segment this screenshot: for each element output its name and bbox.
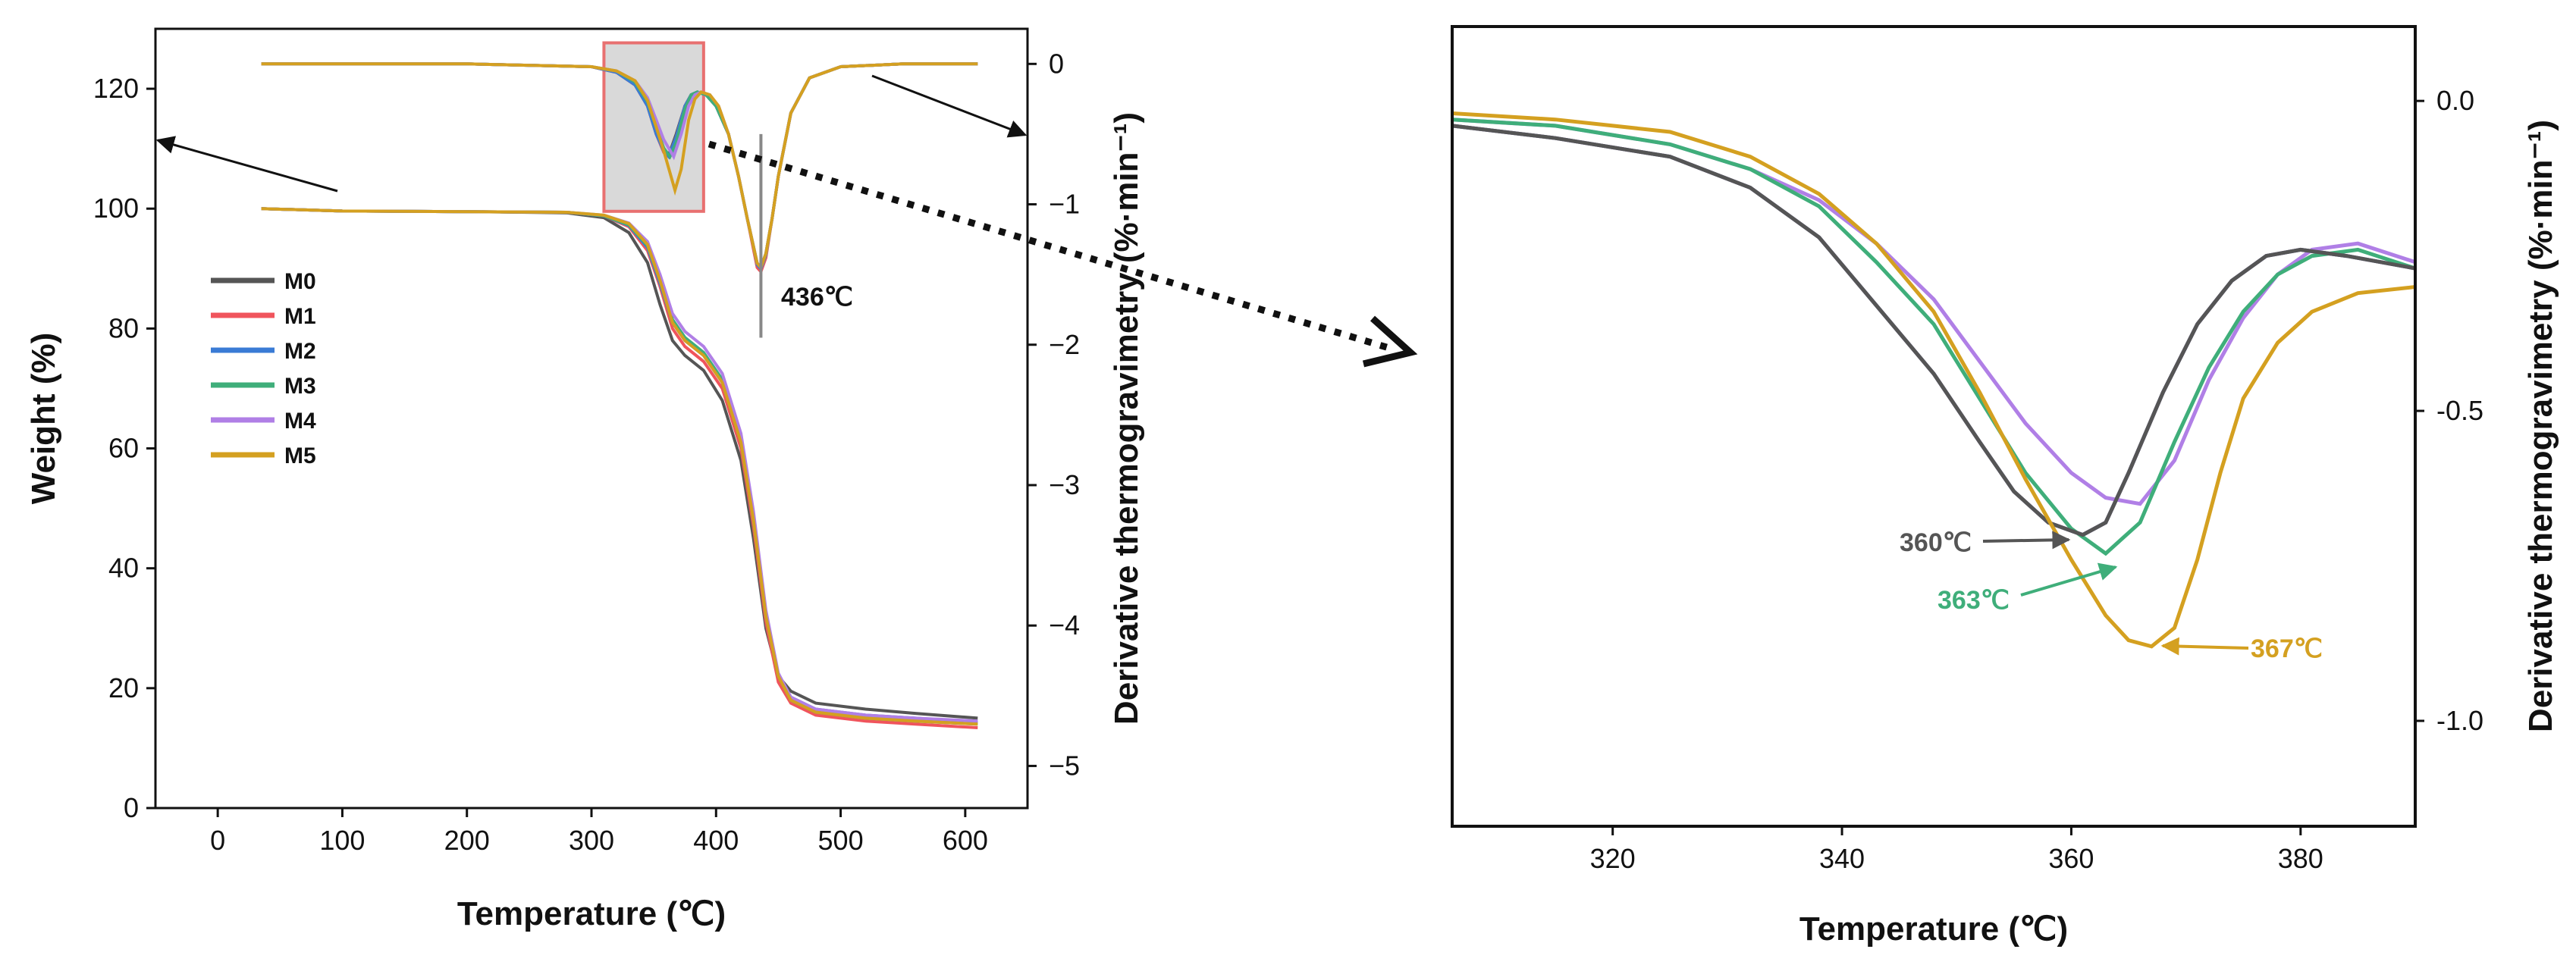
y2-axis-title: Derivative thermogravimetry (%·min⁻¹) — [1108, 112, 1145, 725]
y-tick-label: 60 — [108, 433, 139, 464]
x-tick-label: 300 — [569, 825, 614, 856]
tga-dtg-chart: 0 100 200 300 400 500 600 0 20 40 60 80 100 120 0 −1 −2 −… — [25, 27, 1145, 932]
tga-line-m0 — [261, 207, 978, 720]
x-axis-title: Temperature (℃) — [457, 895, 726, 932]
peak-360-label: 360℃ — [1900, 528, 1972, 557]
peak-363-arrow — [2020, 562, 2118, 597]
left-chart-ticks: 0 100 200 300 400 500 600 0 20 40 60 80 100 120 0 −1 −2 −… — [93, 48, 1080, 856]
legend-label-m0: M0 — [284, 269, 316, 294]
y2-tick-label: −4 — [1049, 609, 1080, 641]
zoom-y-axis-title: Derivative thermogravimetry (%·min⁻¹) — [2522, 120, 2559, 732]
zoom-x-tick-label: 380 — [2278, 843, 2323, 874]
right-chart-ticks: 320 340 360 380 0.0 -0.5 -1.0 — [1590, 85, 2483, 874]
y2-tick-label: −1 — [1049, 189, 1080, 220]
zoom-dtg-line-m1 — [1452, 124, 2415, 537]
zoom-dtg-line-m3 — [1452, 117, 2415, 556]
zoom-dtg-curves — [1452, 111, 2415, 649]
x-tick-label: 200 — [444, 825, 490, 856]
peak-436-label: 436℃ — [781, 283, 853, 312]
y-tick-label: 20 — [108, 672, 139, 703]
peak-363-label: 363℃ — [1937, 586, 2010, 615]
right-plot-frame — [1451, 25, 2417, 828]
peak-367-label: 367℃ — [2251, 634, 2323, 663]
zoom-arrow-head — [1362, 315, 1418, 368]
legend-label-m3: M3 — [284, 374, 316, 399]
zoom-x-tick-label: 360 — [2048, 843, 2094, 874]
legend: M0 M1 M2 M3 M4 M5 — [211, 269, 316, 468]
tga-line-m4 — [261, 207, 978, 723]
left-plot-frame — [154, 27, 1029, 810]
arrow-to-weight-axis — [155, 136, 338, 193]
tga-line-m1 — [261, 207, 978, 729]
legend-label-m1: M1 — [284, 304, 316, 329]
y2-tick-label: 0 — [1049, 48, 1064, 79]
zoom-y-tick-label: -1.0 — [2436, 705, 2483, 736]
dtg-line-m5 — [261, 62, 978, 271]
x-tick-label: 600 — [943, 825, 988, 856]
y-tick-label: 40 — [108, 553, 139, 584]
legend-label-m4: M4 — [284, 409, 316, 434]
dtg-curves — [261, 62, 978, 275]
peak-360-arrow — [1982, 531, 2071, 550]
zoom-dtg-line-m0 — [1452, 124, 2415, 537]
zoom-x-tick-label: 320 — [1590, 843, 1636, 874]
zoom-arrow — [708, 140, 1393, 352]
x-tick-label: 400 — [693, 825, 739, 856]
zoom-y-tick-label: 0.0 — [2436, 85, 2474, 116]
legend-label-m5: M5 — [284, 443, 316, 468]
dtg-zoom-chart: 320 340 360 380 0.0 -0.5 -1.0 360℃ 363℃ 367℃ T… — [1451, 25, 2559, 948]
legend-label-m2: M2 — [284, 339, 316, 364]
y2-tick-label: −3 — [1049, 469, 1080, 500]
y-tick-label: 80 — [108, 312, 139, 343]
y2-tick-label: −5 — [1049, 750, 1080, 781]
y-tick-label: 120 — [93, 73, 139, 104]
tga-line-m3 — [261, 207, 978, 726]
tga-curves — [261, 207, 978, 729]
x-tick-label: 500 — [818, 825, 864, 856]
tga-line-m5 — [261, 207, 978, 726]
y2-tick-label: −2 — [1049, 329, 1080, 360]
zoom-x-tick-label: 340 — [1819, 843, 1865, 874]
y-axis-title: Weight (%) — [25, 333, 62, 505]
x-tick-label: 0 — [210, 825, 225, 856]
zoom-y-tick-label: -0.5 — [2436, 395, 2483, 426]
zoom-dtg-line-m5 — [1452, 111, 2415, 649]
arrow-to-dtg-axis — [871, 74, 1028, 138]
y-tick-label: 100 — [93, 193, 139, 224]
y-tick-label: 0 — [124, 792, 139, 823]
tga-line-m2 — [261, 207, 978, 724]
zoom-x-axis-title: Temperature (℃) — [1799, 910, 2068, 948]
x-tick-label: 100 — [319, 825, 365, 856]
peak-367-arrow — [2160, 637, 2249, 656]
zoom-dtg-line-m2 — [1452, 124, 2415, 537]
